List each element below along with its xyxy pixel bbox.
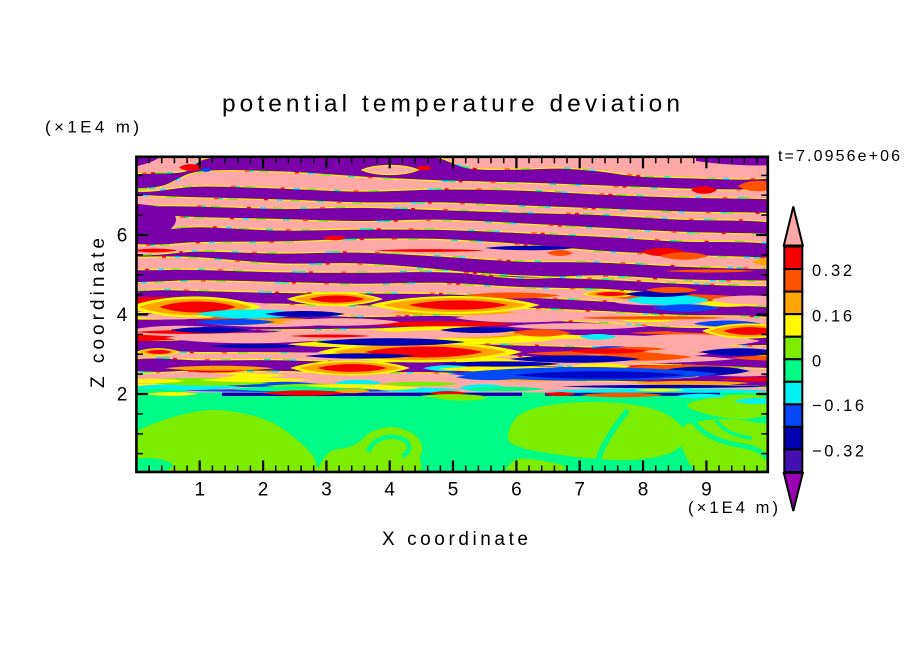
svg-text:5: 5: [448, 480, 459, 501]
svg-text:2: 2: [117, 385, 128, 406]
svg-text:6: 6: [511, 480, 522, 501]
svg-text:potential temperature deviatio: potential temperature deviation: [222, 91, 680, 118]
svg-text:1: 1: [194, 480, 205, 501]
svg-text:7: 7: [574, 480, 585, 501]
svg-text:−0.16: −0.16: [812, 397, 864, 415]
svg-text:t=7.0956e+06: t=7.0956e+06: [778, 148, 900, 165]
svg-text:0: 0: [812, 353, 821, 371]
svg-text:0.16: 0.16: [812, 308, 852, 326]
svg-text:8: 8: [638, 480, 649, 501]
svg-text:0.32: 0.32: [812, 262, 852, 280]
svg-text:−0.32: −0.32: [812, 443, 864, 461]
svg-text:2: 2: [258, 480, 269, 501]
svg-text:4: 4: [384, 480, 395, 501]
svg-text:9: 9: [701, 480, 712, 501]
svg-text:3: 3: [321, 480, 332, 501]
svg-text:4: 4: [117, 305, 128, 326]
svg-text:6: 6: [117, 226, 128, 247]
